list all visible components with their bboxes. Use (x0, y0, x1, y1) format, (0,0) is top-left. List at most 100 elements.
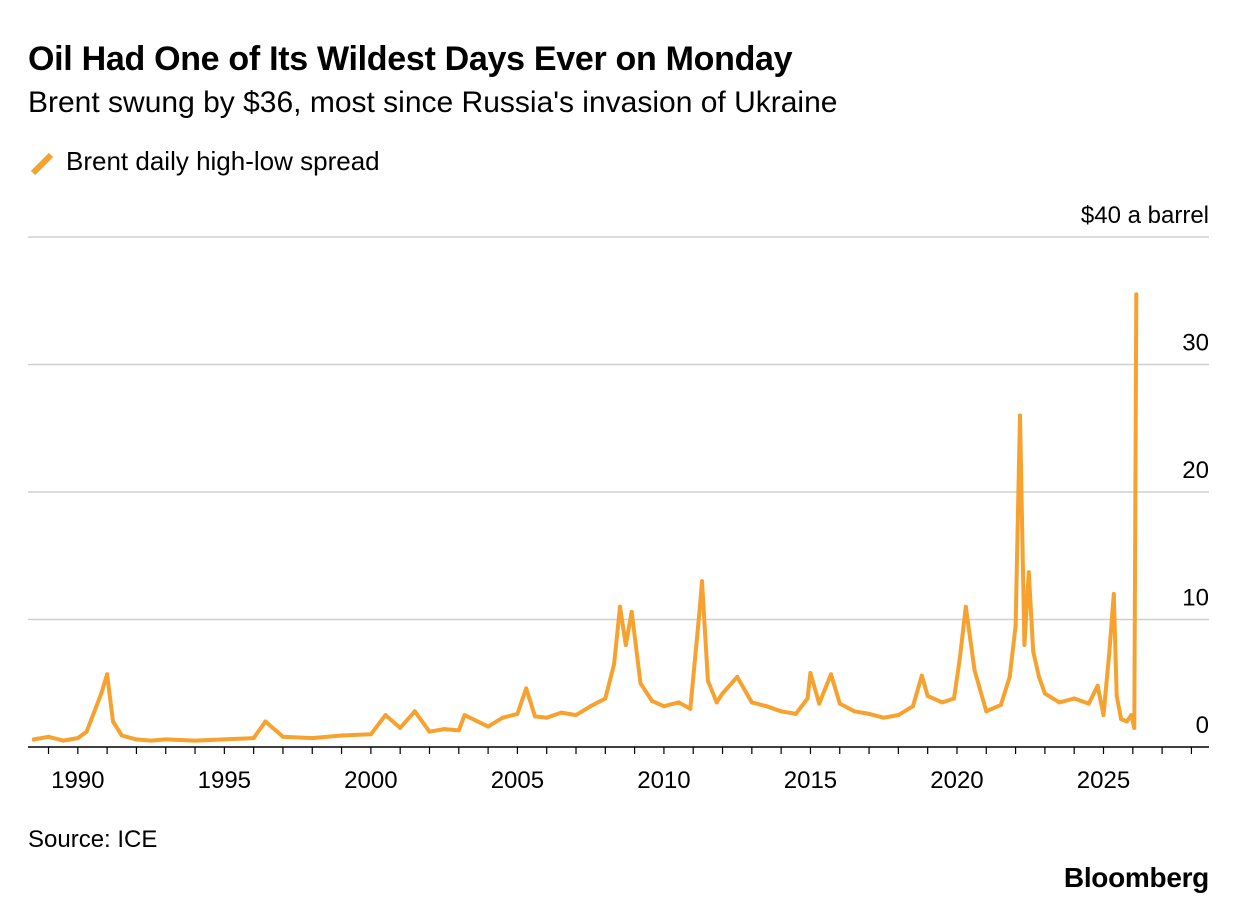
data-point (1134, 292, 1139, 297)
data-point (462, 713, 467, 718)
data-point (533, 714, 537, 719)
data-point (281, 734, 285, 739)
x-tick-label-2005: 2005 (491, 767, 544, 794)
data-point (1114, 694, 1119, 698)
data-point (1031, 649, 1036, 654)
data-point (837, 701, 842, 706)
data-point (1111, 592, 1116, 596)
data-point (75, 736, 80, 741)
data-point (676, 700, 681, 705)
legend: Brent daily high-low spread (28, 146, 380, 177)
data-point (661, 704, 666, 709)
data-point (1124, 719, 1129, 724)
data-point (1022, 643, 1027, 647)
data-point (1095, 683, 1100, 688)
data-point (84, 729, 89, 734)
data-point (1129, 713, 1134, 718)
series-line-brent-spread (31, 292, 1139, 743)
x-tick-label-1995: 1995 (198, 767, 251, 794)
y-tick-label-40: $40 a barrel (1081, 202, 1209, 229)
data-point (163, 737, 168, 742)
data-point (1057, 700, 1062, 705)
data-point (1018, 413, 1022, 418)
data-point (398, 725, 403, 730)
data-point (705, 678, 710, 683)
data-point (852, 709, 857, 714)
x-tick-label-2000: 2000 (344, 767, 397, 794)
data-point (793, 711, 798, 716)
data-point (427, 729, 432, 734)
data-point (972, 668, 977, 673)
x-tick-label-2025: 2025 (1077, 767, 1130, 794)
data-point (735, 674, 740, 679)
data-point (700, 579, 704, 584)
data-point (515, 711, 520, 716)
data-point (119, 733, 124, 738)
source-note: Source: ICE (28, 826, 158, 853)
y-tick-label-30: 30 (1182, 330, 1209, 357)
y-axis-labels: 0 10 20 30 $40 a barrel (1081, 202, 1209, 739)
series-layer (31, 292, 1139, 743)
data-point (911, 704, 915, 709)
data-point (574, 713, 578, 718)
data-point (1042, 691, 1047, 696)
data-point (222, 737, 227, 742)
data-point (603, 696, 608, 701)
bloomberg-logo: Bloomberg (1063, 862, 1209, 893)
data-point (688, 706, 693, 711)
data-point (817, 701, 822, 706)
data-point (1132, 725, 1137, 730)
data-point (650, 699, 655, 704)
data-point (952, 696, 956, 701)
x-tick-label-2020: 2020 (930, 767, 983, 794)
data-point (61, 738, 66, 743)
data-point (998, 702, 1003, 707)
data-point (111, 719, 115, 724)
data-point (1101, 713, 1106, 718)
data-point (957, 655, 962, 660)
data-point (500, 715, 505, 720)
data-point (940, 700, 945, 705)
data-point (867, 711, 872, 716)
chart-title: Oil Had One of Its Wildest Days Ever on … (28, 40, 793, 78)
data-point (697, 613, 702, 618)
x-tick-label-1990: 1990 (51, 767, 104, 794)
data-point (638, 681, 643, 686)
data-point (1026, 570, 1031, 575)
data-point (1107, 649, 1112, 654)
data-point (919, 673, 924, 678)
data-point (193, 738, 197, 743)
data-point (1072, 696, 1077, 701)
data-point (105, 672, 110, 677)
x-tick-label-2015: 2015 (784, 767, 837, 794)
y-tick-label-10: 10 (1182, 585, 1209, 612)
data-point (896, 713, 901, 718)
data-point (383, 713, 388, 718)
data-point (1119, 717, 1124, 721)
data-point (1013, 623, 1018, 628)
data-point (524, 686, 529, 691)
data-point (442, 727, 447, 732)
data-point (1007, 674, 1012, 679)
data-point (1086, 701, 1091, 706)
data-point (749, 700, 754, 705)
data-point (134, 737, 139, 742)
data-point (31, 737, 36, 742)
data-point (99, 691, 104, 696)
data-point (714, 700, 719, 705)
x-axis: 1990 1995 2000 2005 2010 2015 2020 2025 (28, 746, 1209, 794)
data-point (618, 604, 622, 609)
data-point (805, 696, 810, 701)
data-point (368, 732, 373, 737)
data-point (612, 662, 617, 667)
y-tick-label-0: 0 (1196, 712, 1209, 739)
data-point (829, 672, 833, 677)
data-point (559, 710, 564, 715)
chart-subtitle: Brent swung by $36, most since Russia's … (28, 86, 838, 119)
data-point (963, 604, 968, 609)
data-point (456, 728, 461, 733)
legend-swatch-icon (30, 152, 54, 175)
data-point (779, 709, 784, 714)
data-point (46, 734, 51, 739)
